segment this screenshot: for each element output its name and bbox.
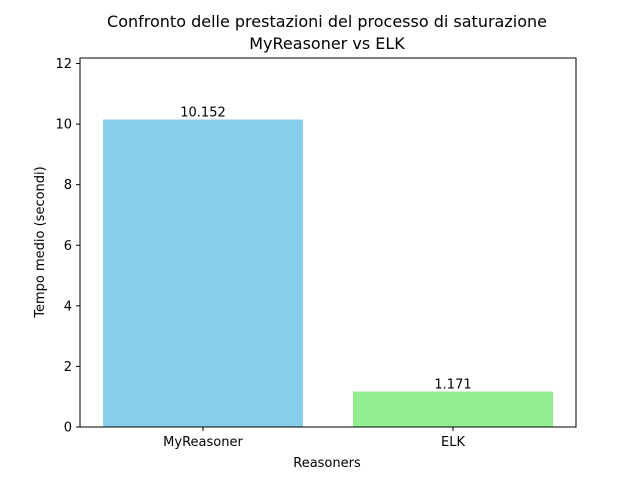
bars-group — [103, 119, 553, 427]
x-axis-ticks: MyReasoner ELK — [163, 427, 465, 450]
y-tick-label: 12 — [55, 57, 72, 72]
plot-frame — [79, 57, 577, 428]
bar-elk — [353, 391, 553, 427]
y-axis-label: Tempo medio (secondi) — [33, 166, 48, 318]
y-tick-label: 0 — [64, 421, 72, 436]
y-axis-ticks: 0 2 4 6 8 10 12 — [55, 57, 80, 436]
y-tick-label: 8 — [64, 178, 72, 193]
y-tick-label: 10 — [55, 118, 72, 133]
bar-myreasoner — [103, 119, 303, 427]
chart-title: Confronto delle prestazioni del processo… — [107, 12, 547, 31]
data-label-myreasoner: 10.152 — [180, 106, 226, 121]
data-label-elk: 1.171 — [434, 378, 471, 393]
x-tick-label: ELK — [441, 435, 465, 450]
y-tick-label: 4 — [64, 299, 72, 314]
chart-subtitle: MyReasoner vs ELK — [249, 34, 405, 53]
data-labels-group: 10.152 1.171 — [180, 106, 471, 393]
y-tick-label: 6 — [64, 239, 72, 254]
y-tick-label: 2 — [64, 360, 72, 375]
x-axis-label: Reasoners — [293, 456, 361, 471]
x-tick-label: MyReasoner — [163, 435, 243, 450]
